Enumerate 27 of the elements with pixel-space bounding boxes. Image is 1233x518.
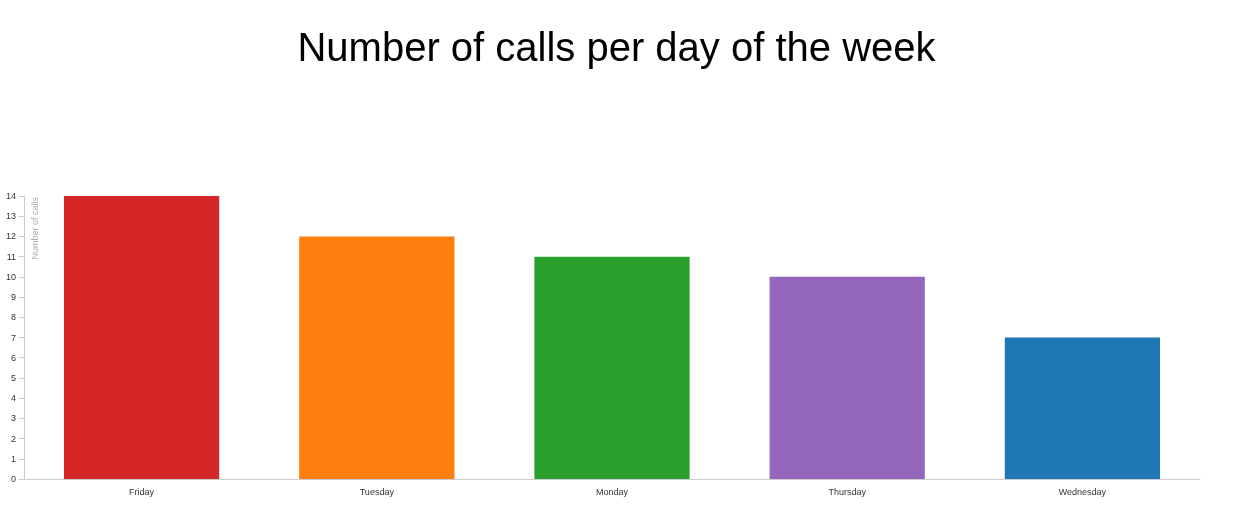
y-tick-label: 8 [10, 312, 16, 323]
bar [63, 196, 220, 479]
bar [1004, 337, 1161, 479]
y-axis-title: Number of calls [29, 196, 40, 260]
y-tick-label: 1 [10, 453, 16, 464]
x-tick-label: Friday [129, 486, 155, 497]
x-tick-label: Tuesday [359, 486, 395, 497]
bar [534, 256, 690, 479]
x-tick-label: Wednesday [1058, 486, 1107, 497]
y-tick-label: 3 [10, 413, 16, 424]
x-tick-label: Thursday [828, 486, 867, 497]
y-tick-label: 5 [10, 372, 16, 383]
chart-title: Number of calls per day of the week [297, 25, 937, 69]
y-tick-label: 4 [10, 393, 16, 404]
y-tick-label: 12 [5, 231, 16, 242]
y-tick-label: 14 [5, 191, 16, 201]
y-tick-label: 9 [10, 292, 16, 303]
y-tick-label: 2 [10, 433, 16, 444]
x-tick-label: Monday [595, 486, 629, 497]
y-tick-label: 0 [10, 474, 16, 484]
y-tick-label: 10 [5, 271, 16, 282]
bar [769, 276, 925, 479]
y-tick-label: 13 [5, 211, 16, 222]
bar [299, 236, 455, 479]
y-tick-label: 7 [10, 332, 16, 343]
y-tick-label: 6 [10, 352, 16, 363]
y-tick-label: 11 [6, 251, 16, 262]
